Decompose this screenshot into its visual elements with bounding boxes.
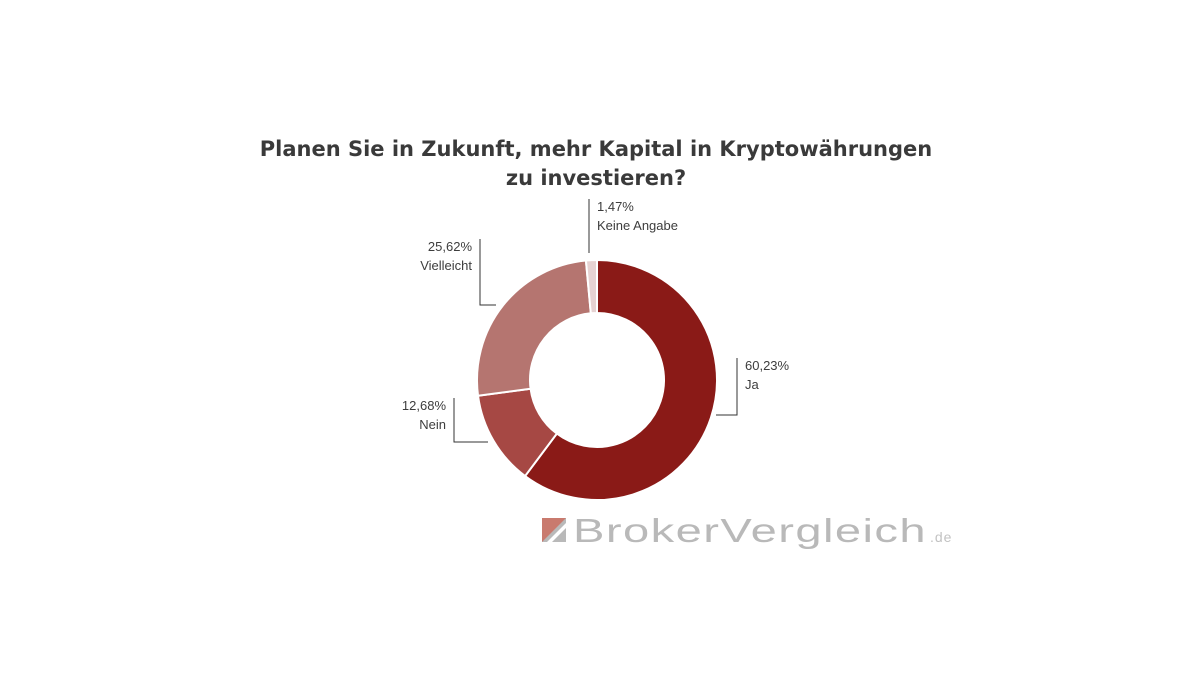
slice-keine-angabe <box>584 258 598 315</box>
watermark-suffix: .de <box>930 529 952 545</box>
data-label-value-vielleicht: 25,62% <box>428 239 473 254</box>
data-label-name-vielleicht: Vielleicht <box>420 258 472 273</box>
brokervergleich-watermark: BrokerVergleich .de <box>542 512 952 549</box>
slice-labels: 60,23% Ja 12,68% Nein 25,62% Vielleicht 1,47% K… <box>402 199 790 432</box>
leader-line-nein <box>453 398 488 443</box>
data-label-value-nein: 12,68% <box>402 398 447 413</box>
data-label-value-ja: 60,23% <box>745 358 790 373</box>
chart-title-line-2: zu investieren? <box>506 166 686 190</box>
chart-title-line-1: Planen Sie in Zukunft, mehr Kapital in K… <box>260 137 932 161</box>
data-label-name-nein: Nein <box>419 417 446 432</box>
slice-ja <box>523 258 718 501</box>
watermark-text: BrokerVergleich <box>573 512 927 549</box>
leader-lines <box>453 199 738 443</box>
data-label-name-ja: Ja <box>745 377 760 392</box>
data-label-name-keine-angabe: Keine Angabe <box>597 218 678 233</box>
brokervergleich-logo-icon <box>542 518 566 542</box>
donut-slices <box>476 258 718 501</box>
data-label-value-keine-angabe: 1,47% <box>597 199 634 214</box>
leader-line-ja <box>716 358 738 416</box>
leader-line-vielleicht <box>479 239 496 306</box>
slice-vielleicht <box>476 259 592 397</box>
